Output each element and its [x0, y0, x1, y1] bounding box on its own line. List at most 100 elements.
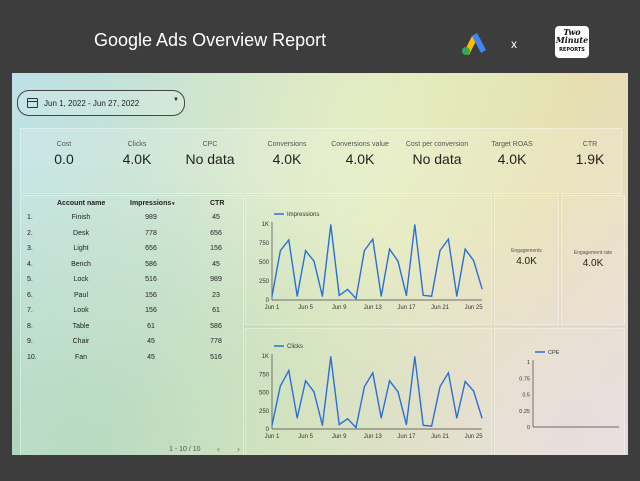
kpi-card: CPC No data	[170, 141, 250, 167]
data-point[interactable]	[347, 288, 349, 290]
table-cell-ctr: 23	[212, 291, 220, 299]
sort-desc-icon[interactable]: ▾	[172, 201, 175, 207]
data-point[interactable]	[447, 372, 449, 374]
data-point[interactable]	[405, 424, 407, 426]
table-cell-ctr: 656	[210, 229, 222, 237]
data-point[interactable]	[271, 295, 273, 297]
next-page-button[interactable]: ›	[237, 444, 240, 454]
data-point[interactable]	[313, 260, 315, 262]
table-row[interactable]: 9. Chair 45 778	[21, 338, 243, 353]
logo-text-reports: REPORTS	[559, 47, 585, 53]
kpi-value: No data	[185, 151, 235, 167]
table-row[interactable]: 1. Finish 989 45	[21, 214, 243, 229]
data-point[interactable]	[321, 424, 323, 426]
table-row[interactable]: 7. Look 156 61	[21, 307, 243, 322]
data-point[interactable]	[355, 297, 357, 300]
data-point[interactable]	[456, 417, 458, 419]
table-row[interactable]: 10. Fan 45 516	[21, 354, 243, 369]
data-point[interactable]	[481, 417, 483, 419]
data-point[interactable]	[296, 417, 298, 419]
table-cell-impressions: 778	[145, 229, 157, 237]
data-point[interactable]	[313, 391, 315, 393]
table-row[interactable]: 8. Table 61 586	[21, 323, 243, 338]
data-point[interactable]	[464, 248, 466, 250]
table-cell-name: Paul	[73, 291, 88, 299]
data-point[interactable]	[305, 250, 307, 252]
data-point[interactable]	[296, 295, 298, 297]
prev-page-button[interactable]: ‹	[217, 444, 220, 454]
data-point[interactable]	[414, 224, 416, 226]
data-point[interactable]	[338, 424, 340, 426]
chevron-down-icon[interactable]: ▼	[173, 97, 179, 103]
table-cell-idx: 1.	[27, 214, 33, 221]
data-point[interactable]	[347, 418, 349, 420]
date-range-picker[interactable]: Jun 1, 2022 - Jun 27, 2022 ▼	[17, 90, 185, 116]
legend-label: Impressions	[287, 212, 319, 218]
data-point[interactable]	[389, 380, 391, 382]
data-point[interactable]	[372, 238, 374, 240]
column-header-impressions[interactable]: Impressions	[130, 200, 172, 207]
table-row[interactable]: 5. Lock 516 989	[21, 276, 243, 291]
kpi-label: Cost per conversion	[405, 141, 469, 148]
column-header-account-name[interactable]: Account name	[57, 200, 106, 207]
data-point[interactable]	[464, 380, 466, 383]
y-tick-label: 750	[259, 372, 270, 378]
table-cell-name: Lock	[73, 276, 89, 283]
data-point[interactable]	[405, 294, 407, 297]
data-point[interactable]	[355, 426, 357, 429]
table-cell-ctr: 989	[210, 276, 222, 283]
data-point[interactable]	[422, 424, 424, 426]
x-tick-label: Jun 5	[298, 305, 313, 311]
data-point[interactable]	[330, 224, 332, 226]
data-point[interactable]	[439, 250, 441, 252]
data-point[interactable]	[279, 385, 281, 387]
data-point[interactable]	[456, 295, 458, 297]
data-point[interactable]	[279, 250, 281, 252]
table-cell-name: Table	[72, 322, 90, 330]
data-point[interactable]	[397, 391, 399, 393]
data-point[interactable]	[473, 259, 475, 262]
kpi-label: Cost	[56, 141, 72, 148]
data-point[interactable]	[321, 295, 323, 297]
data-point[interactable]	[422, 294, 424, 297]
data-point[interactable]	[473, 390, 475, 392]
table-row[interactable]: 4. Bench 586 45	[21, 261, 243, 276]
data-point[interactable]	[380, 417, 382, 419]
data-point[interactable]	[288, 239, 290, 241]
data-point[interactable]	[305, 380, 307, 382]
data-point[interactable]	[481, 288, 483, 290]
impressions-chart-panel: Impressions 0 250 500 750 1K Jun 1 Jun 5 Jun 9 Ju…	[245, 195, 492, 325]
data-point[interactable]	[397, 260, 399, 262]
kpi-card: Cost 0.0	[24, 141, 104, 167]
kpi-value: 4.0K	[345, 151, 375, 167]
table-row[interactable]: 3. Light 656 156	[21, 245, 243, 260]
data-point[interactable]	[271, 424, 273, 426]
data-point[interactable]	[330, 356, 332, 358]
y-tick-label: 1	[527, 360, 530, 366]
data-point[interactable]	[431, 425, 433, 427]
table-row[interactable]: 2. Desk 778 656	[21, 230, 243, 245]
table-row[interactable]: 6. Paul 156 23	[21, 292, 243, 307]
data-point[interactable]	[363, 386, 365, 388]
table-cell-idx: 6.	[27, 291, 33, 299]
data-point[interactable]	[447, 238, 449, 240]
engagement-rate-value: 4.0K	[582, 258, 604, 269]
data-point[interactable]	[363, 250, 365, 252]
x-tick-label: Jun 9	[332, 305, 347, 311]
x-tick-label: Jun 21	[431, 434, 450, 440]
data-point[interactable]	[338, 294, 340, 297]
legend-label: CPE	[548, 350, 560, 356]
kpi-card: Conversions value 4.0K	[320, 141, 400, 167]
data-point[interactable]	[439, 386, 441, 388]
column-header-ctr[interactable]: CTR	[210, 200, 225, 207]
data-point[interactable]	[389, 248, 391, 250]
data-point[interactable]	[288, 370, 290, 372]
table-cell-impressions: 516	[145, 276, 157, 283]
data-point[interactable]	[431, 295, 433, 297]
data-point[interactable]	[372, 372, 374, 374]
data-point[interactable]	[414, 356, 416, 358]
kpi-label: Clicks	[127, 141, 147, 148]
data-point[interactable]	[380, 295, 382, 297]
kpi-scorecards: Cost 0.0 Clicks 4.0K CPC No data Conversions 4.…	[20, 128, 622, 194]
y-tick-label: 500	[259, 391, 270, 397]
